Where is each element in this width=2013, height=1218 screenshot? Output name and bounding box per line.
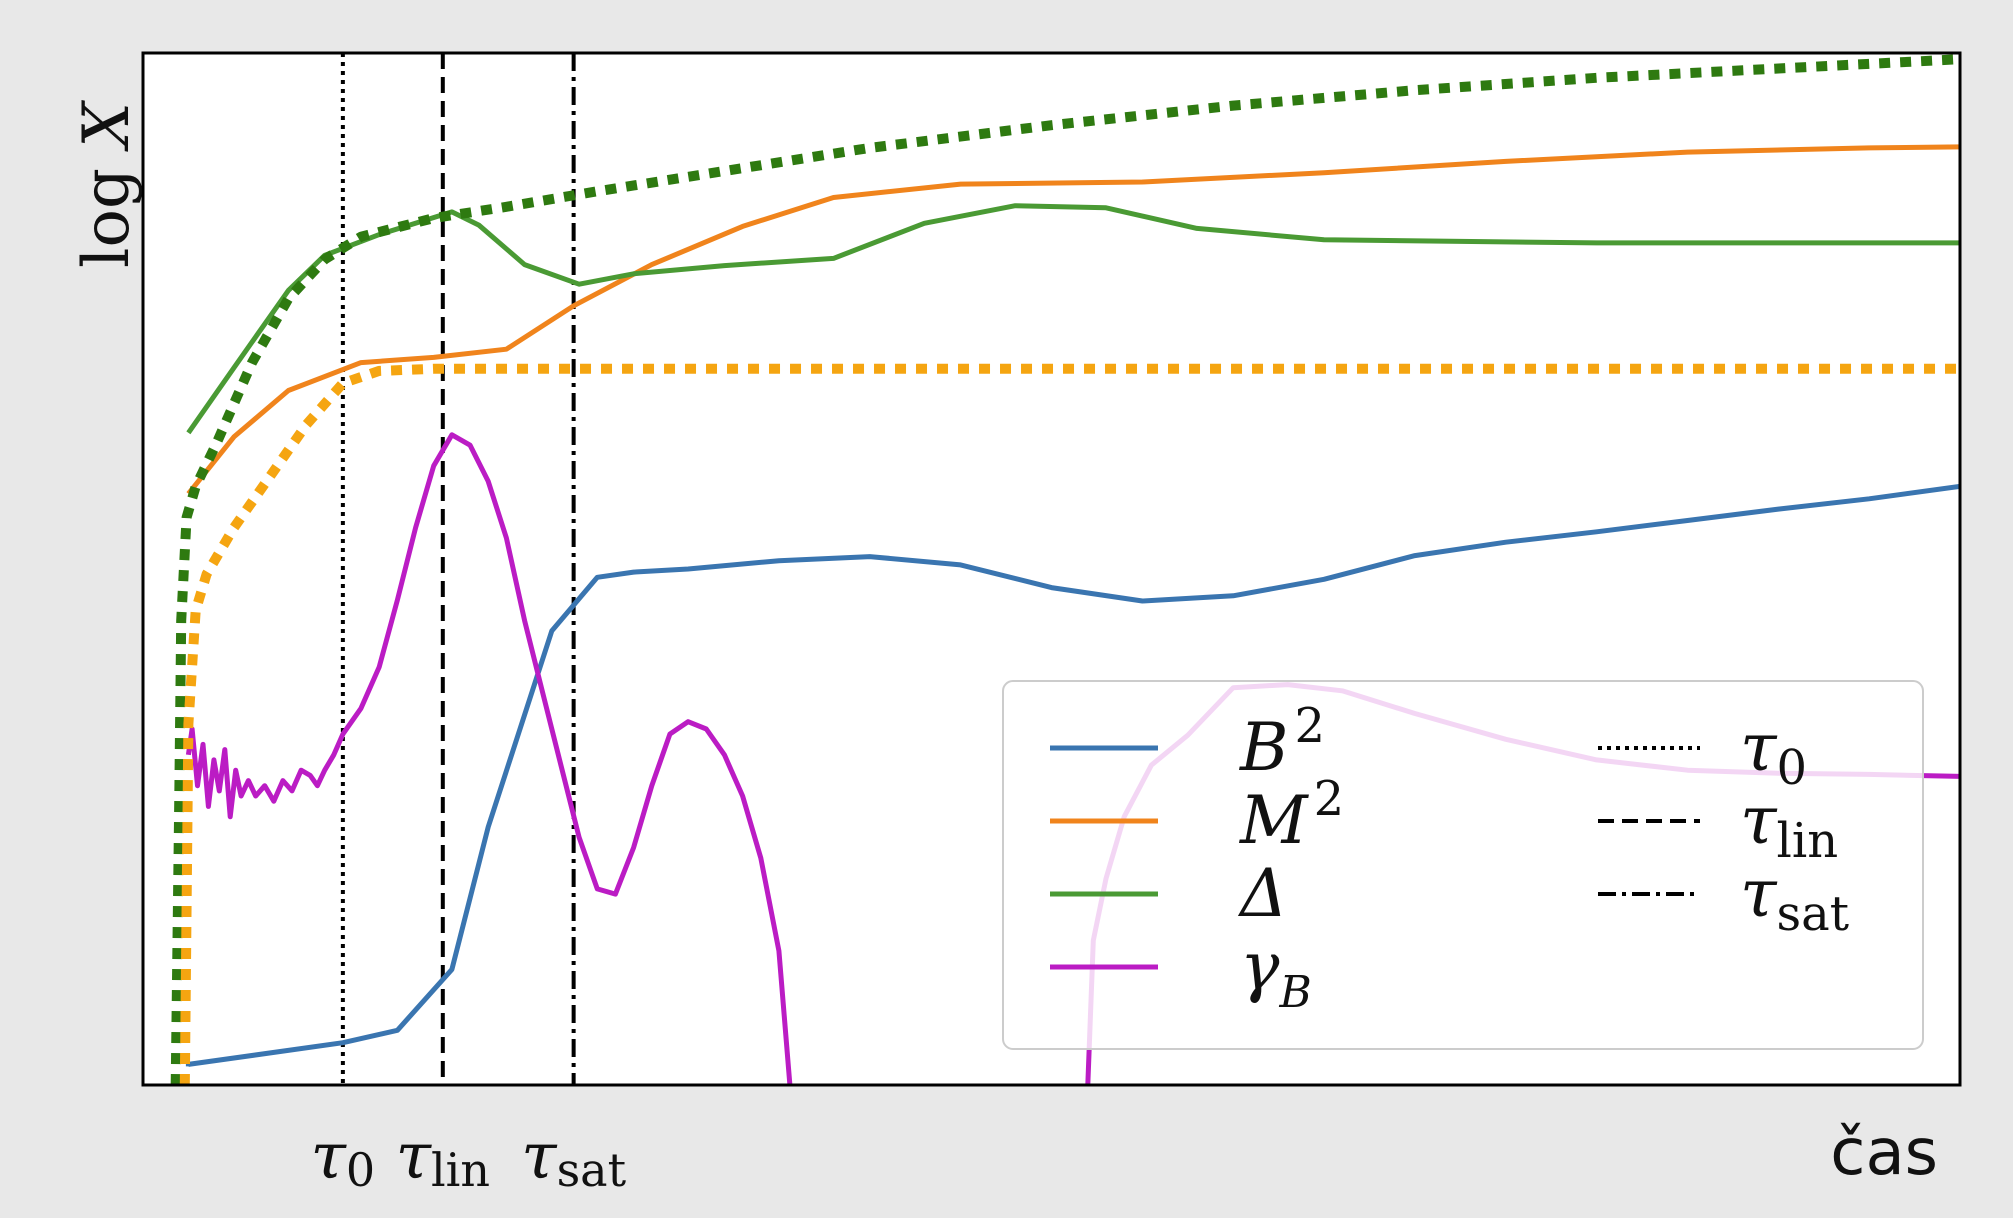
- legend-label-: Δ: [1237, 855, 1288, 932]
- series-m-fit: [179, 363, 1960, 1085]
- x-tick-labels: τ0 τlin τsat: [311, 1120, 627, 1197]
- series-b: [185, 483, 1960, 1067]
- series-m: [186, 144, 1960, 496]
- x-tick--sat: τsat: [521, 1120, 626, 1197]
- legend-label--lin: τlin: [1740, 782, 1838, 869]
- legend-label--0: τ0: [1740, 709, 1807, 796]
- x-axis-label: čas: [1830, 1116, 1938, 1190]
- y-axis-label: log X: [70, 100, 144, 268]
- legend-label--b: γB: [1240, 928, 1312, 1018]
- legend-label--sat: τsat: [1740, 855, 1849, 942]
- legend-box: [1002, 680, 1924, 1050]
- x-tick--0: τ0: [311, 1120, 376, 1197]
- plot-frame: [141, 51, 1962, 1087]
- series--b: [185, 432, 793, 1085]
- x-tick--lin: τlin: [396, 1120, 490, 1197]
- vertical-markers: [340, 53, 576, 1085]
